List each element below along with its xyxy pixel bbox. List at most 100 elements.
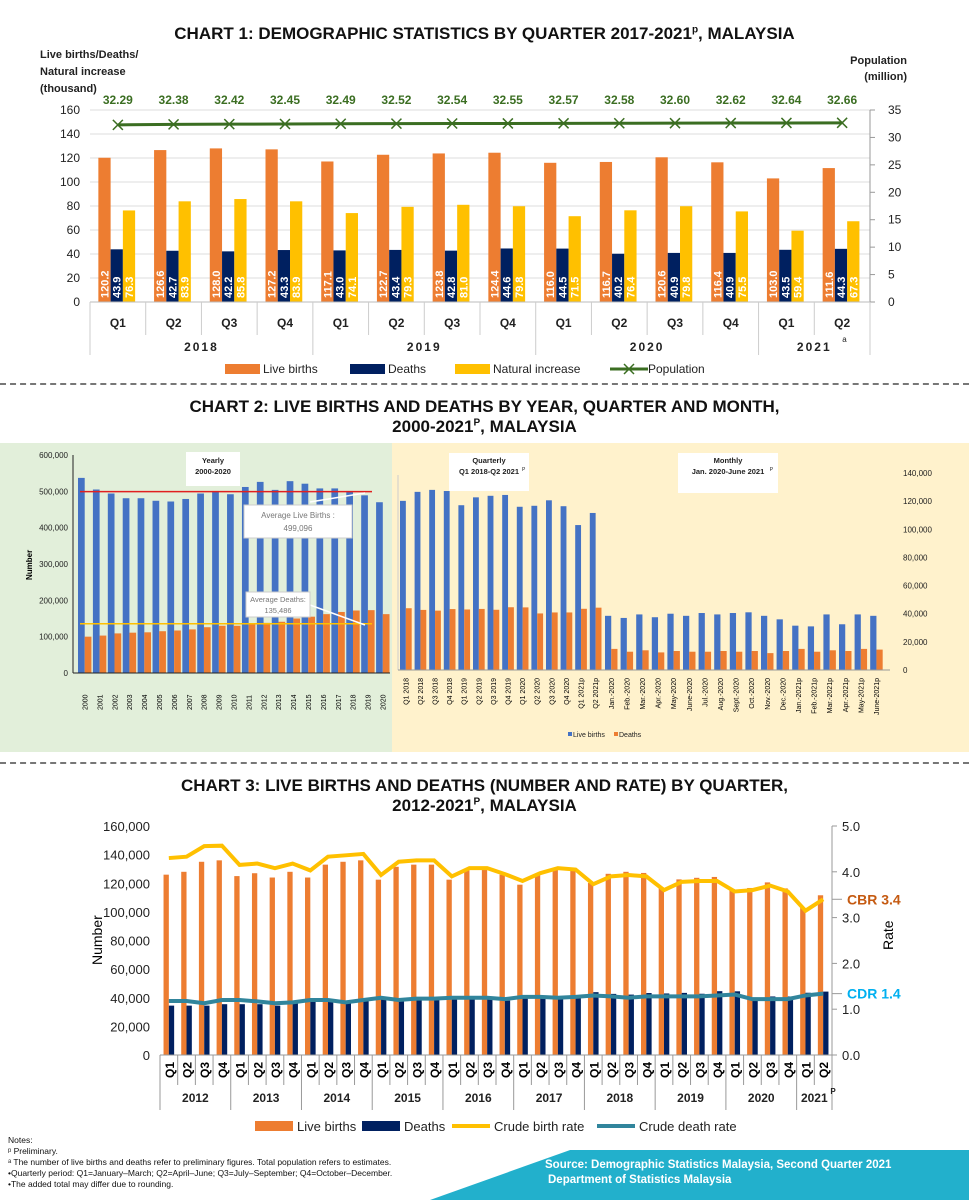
bar-deaths — [478, 608, 485, 670]
year-label: 2018 — [606, 1091, 633, 1105]
y2-tick-label: 60,000 — [903, 582, 928, 591]
bar-deaths — [767, 653, 774, 670]
bar-deaths — [681, 992, 687, 1055]
x-tick-label: 2020 — [381, 694, 388, 710]
bar-live-births — [517, 884, 523, 1055]
subchart-label: Monthly — [714, 456, 744, 465]
bar-deaths — [110, 249, 123, 302]
bar-live-births — [251, 873, 258, 1055]
x-tick-label: Q4 — [723, 316, 739, 330]
x-tick-label: Q1 — [517, 1062, 531, 1078]
population-label: 32.42 — [214, 93, 244, 107]
bar-live-births — [152, 500, 160, 673]
y2-tick-label: 80,000 — [903, 553, 928, 562]
x-tick-label: Q3 — [340, 1062, 354, 1078]
x-tick-label: Q4 2020 — [564, 678, 571, 705]
bar-live-births — [122, 498, 130, 673]
population-marker — [279, 118, 291, 130]
population-marker — [223, 118, 235, 130]
x-tick-label: Jan.-2021p — [796, 678, 803, 713]
x-tick-label: May-2020 — [671, 678, 678, 709]
bar-deaths — [363, 1000, 369, 1055]
yearly-label-box — [186, 452, 240, 486]
x-tick-label: Q2 — [251, 1062, 265, 1078]
data-label: 67.3 — [848, 277, 860, 298]
bar-deaths — [389, 249, 402, 302]
x-tick-label: Q1 — [729, 1062, 743, 1078]
subchart-label-box — [678, 453, 778, 493]
bar-natural-increase — [735, 211, 748, 302]
y-tick-label: 400,000 — [39, 524, 68, 533]
population-label: 32.55 — [493, 93, 523, 107]
data-label: 76.4 — [625, 276, 637, 298]
note-item: •Quarterly period: Q1=January–March; Q2=… — [8, 1168, 393, 1178]
x-tick-label: Q1 — [234, 1062, 248, 1078]
x-tick-label: Q2 — [817, 1062, 831, 1078]
year-label: 2020 — [630, 340, 665, 354]
bar-deaths — [823, 991, 829, 1055]
y2-tick-label: 0 — [903, 666, 908, 675]
legend-label: Deaths — [404, 1119, 446, 1134]
x-tick-label: Q2 2019 — [476, 678, 483, 705]
population-label: 32.29 — [103, 93, 133, 107]
bar-deaths — [189, 629, 196, 673]
bar-natural-increase — [290, 201, 303, 302]
x-tick-label: Q3 2020 — [549, 678, 556, 705]
bar-live-births — [620, 617, 627, 670]
y2-tick-label: 100,000 — [903, 525, 932, 534]
bar-deaths — [500, 248, 513, 302]
legend-swatch — [362, 1121, 400, 1131]
x-tick-label: Q1 — [375, 1062, 389, 1078]
x-tick-label: 2019 — [366, 694, 373, 710]
bar-live-births — [361, 495, 368, 673]
data-label: 111.6 — [824, 272, 836, 298]
y-axis-title: Live births/Deaths/ — [40, 49, 138, 61]
legend-label: Live births — [297, 1119, 357, 1134]
x-tick-label: Q3 — [693, 1062, 707, 1078]
bar-deaths — [566, 612, 573, 670]
y2-tick-label: 4.0 — [842, 865, 860, 880]
bar-live-births — [761, 615, 768, 670]
bar-deaths — [233, 625, 241, 673]
bar-deaths — [699, 993, 705, 1055]
y2-tick-label: 25 — [888, 158, 902, 172]
population-marker — [502, 117, 514, 129]
bar-deaths — [689, 651, 696, 670]
x-tick-label: Q2 2018 — [418, 678, 425, 705]
x-tick-label: Q3 — [221, 316, 237, 330]
bar-live-births — [817, 895, 824, 1055]
bar-deaths — [557, 997, 564, 1055]
bar-deaths — [310, 1001, 316, 1055]
data-label: 43.3 — [279, 277, 291, 298]
data-label: 74.1 — [347, 277, 359, 298]
x-tick-label: 2010 — [232, 694, 239, 710]
data-label: 83.9 — [180, 277, 192, 298]
bar-deaths — [398, 1000, 405, 1055]
y-tick-label: 0 — [73, 295, 80, 309]
x-tick-label: Q4 — [428, 1062, 442, 1078]
bar-deaths — [420, 609, 427, 670]
bar-live-births — [346, 490, 353, 673]
legend-label: Live births — [263, 362, 318, 376]
y-tick-label: 160,000 — [103, 819, 150, 834]
legend-swatch — [568, 732, 572, 736]
x-tick-label: Feb.-2021p — [812, 678, 819, 714]
line-crude-birth-rate — [168, 843, 825, 914]
bar-deaths — [626, 651, 634, 670]
bar-live-births — [92, 489, 100, 673]
bar-natural-increase — [624, 210, 637, 302]
bar-deaths — [704, 651, 712, 670]
x-tick-label: Q2 — [676, 1062, 690, 1078]
bar-live-births — [473, 497, 479, 670]
data-label: 122.7 — [378, 270, 390, 298]
x-tick-label: 2003 — [127, 694, 134, 710]
population-marker — [780, 117, 792, 129]
bar-live-births — [181, 871, 187, 1055]
y-tick-label: 120,000 — [103, 876, 150, 891]
x-tick-label: 2004 — [142, 694, 149, 710]
bar-live-births — [807, 626, 815, 670]
bar-deaths — [551, 612, 558, 670]
bar-deaths — [610, 993, 617, 1055]
population-label: 32.57 — [549, 93, 579, 107]
bar-live-births — [137, 498, 145, 673]
